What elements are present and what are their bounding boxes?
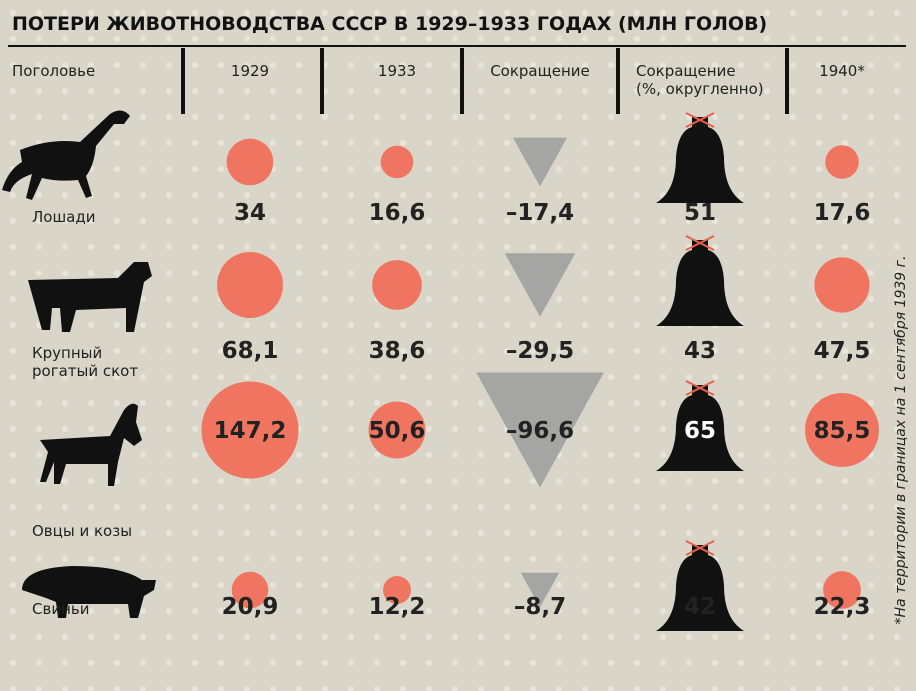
value-label: 43 [684,338,716,364]
value-label: –8,7 [514,594,566,620]
value-label: 17,6 [814,200,871,226]
value-label: 147,2 [214,418,287,444]
value-circle [372,260,422,310]
column-separator [181,48,185,114]
column-header: 1929 [231,62,269,80]
value-label: 16,6 [369,200,426,226]
value-label: 12,2 [369,594,426,620]
value-circle [227,139,274,186]
column-header: 1933 [378,62,416,80]
row-label: Овцы и козы [32,522,132,540]
row-label: Свиньи [32,600,89,618]
value-label: 51 [684,200,716,226]
value-label: 34 [234,200,266,226]
value-label: 20,9 [222,594,279,620]
value-label: 42 [684,594,716,620]
value-circle [217,252,283,318]
value-label: 85,5 [814,418,871,444]
column-header: Поголовье [12,62,95,80]
column-separator [785,48,789,114]
column-header: Сокращение [490,62,590,80]
infographic: ПОТЕРИ ЖИВОТНОВОДСТВА СССР В 1929–1933 Г… [0,0,916,691]
value-circle [814,257,869,312]
value-label: 22,3 [814,594,871,620]
value-label: –96,6 [506,418,574,444]
footnote: *На территории в границах на 1 сентября … [893,256,909,625]
value-label: –29,5 [506,338,574,364]
value-circle [381,146,414,179]
column-separator [460,48,464,114]
value-label: 47,5 [814,338,871,364]
value-label: 65 [684,418,716,444]
value-circle [825,145,859,179]
value-label: –17,4 [506,200,574,226]
value-label: 50,6 [369,418,426,444]
value-label: 68,1 [222,338,279,364]
value-label: 38,6 [369,338,426,364]
column-header: 1940* [819,62,865,80]
column-separator [616,48,620,114]
column-separator [320,48,324,114]
title: ПОТЕРИ ЖИВОТНОВОДСТВА СССР В 1929–1933 Г… [12,13,767,35]
row-label: Лошади [32,208,96,226]
